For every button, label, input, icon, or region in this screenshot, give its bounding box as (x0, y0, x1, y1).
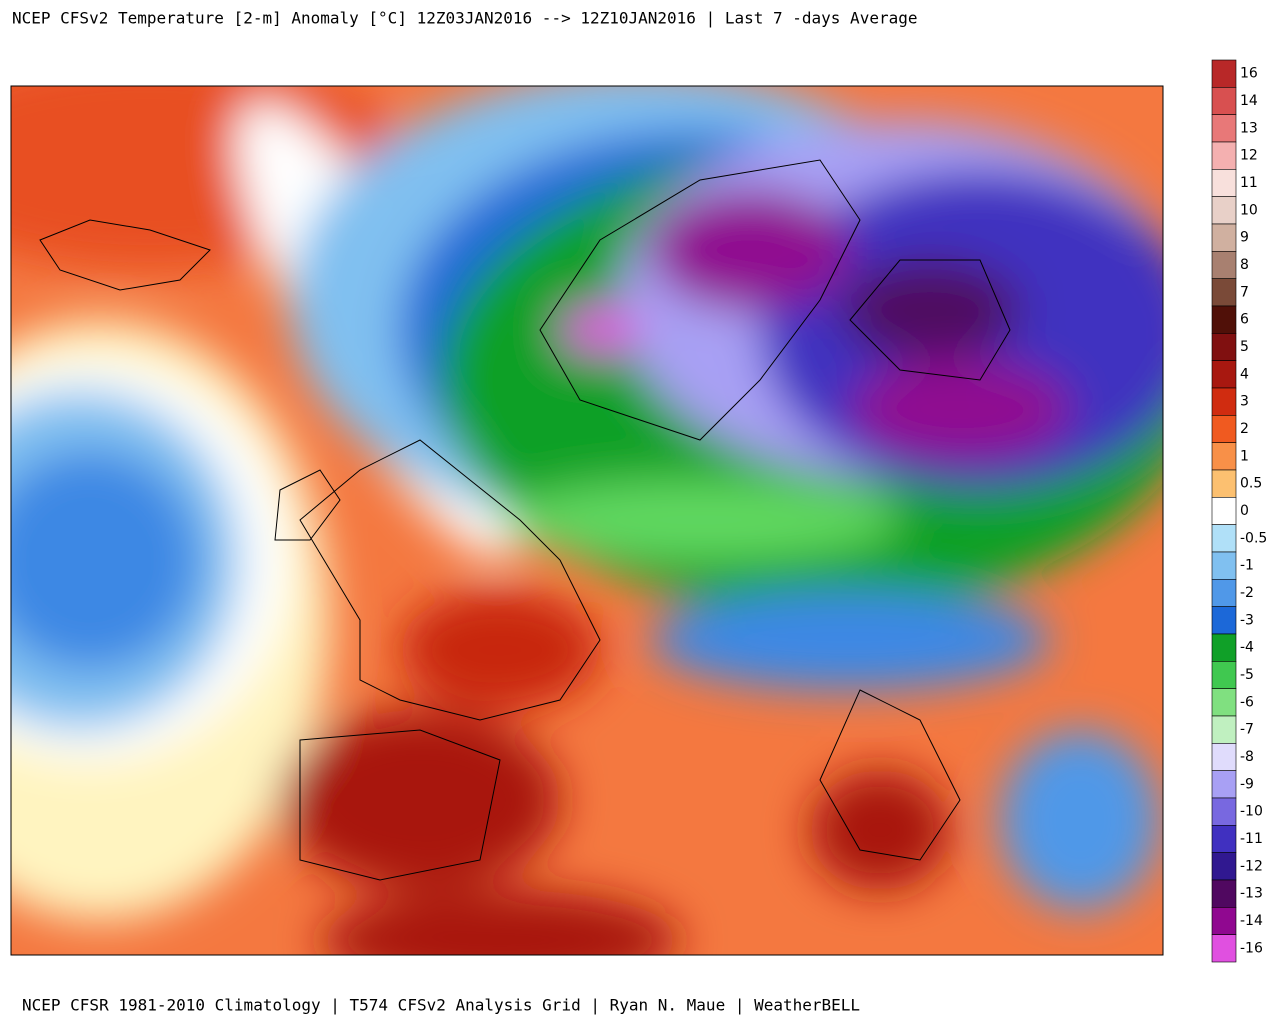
colorbar-box (1211, 497, 1237, 525)
colorbar-label: 1 (1240, 448, 1249, 464)
colorbar-box (1211, 524, 1237, 553)
colorbar-box (1211, 415, 1237, 443)
colorbar-label: 5 (1240, 339, 1249, 355)
colorbar-box (1211, 469, 1237, 498)
colorbar-box (1211, 743, 1237, 771)
colorbar-label: -5 (1240, 667, 1254, 683)
colorbar-box (1211, 305, 1237, 334)
colorbar-label: 2 (1240, 421, 1249, 437)
colorbar-box (1211, 141, 1237, 170)
colorbar-label: 6 (1240, 312, 1249, 328)
colorbar-label: -0.5 (1240, 530, 1267, 546)
colorbar-label: -6 (1240, 694, 1254, 710)
map-frame (10, 85, 1164, 956)
colorbar-label: -14 (1240, 913, 1263, 929)
colorbar-label: 13 (1240, 120, 1258, 136)
colorbar-box (1211, 852, 1237, 881)
colorbar-label: -4 (1240, 640, 1254, 656)
colorbar-box (1211, 715, 1237, 744)
colorbar-label: -8 (1240, 749, 1254, 765)
colorbar-label: 3 (1240, 394, 1249, 410)
colorbar-box (1211, 606, 1237, 635)
colorbar-label: 11 (1240, 175, 1258, 191)
colorbar-box (1211, 251, 1237, 279)
colorbar-label: 16 (1240, 66, 1258, 82)
colorbar-box (1211, 661, 1237, 689)
footer: NCEP CFSR 1981-2010 Climatology | T574 C… (22, 996, 860, 1015)
colorbar-label: -13 (1240, 886, 1263, 902)
colorbar-box (1211, 633, 1237, 662)
colorbar-box (1211, 579, 1237, 607)
colorbar-label: -1 (1240, 558, 1254, 574)
colorbar-label: -9 (1240, 776, 1254, 792)
colorbar-label: -10 (1240, 804, 1263, 820)
colorbar-label: 12 (1240, 148, 1258, 164)
colorbar-label: -11 (1240, 831, 1263, 847)
colorbar-label: 0 (1240, 503, 1249, 519)
colorbar-label: 9 (1240, 230, 1249, 246)
colorbar-label: -7 (1240, 722, 1254, 738)
colorbar-box (1211, 223, 1237, 252)
colorbar-box (1211, 196, 1237, 225)
colorbar-box (1211, 333, 1237, 361)
colorbar-box (1211, 688, 1237, 717)
colorbar-box (1211, 387, 1237, 416)
colorbar-label: 8 (1240, 257, 1249, 273)
colorbar-box (1211, 442, 1237, 471)
colorbar-box (1211, 934, 1237, 963)
colorbar-label: 14 (1240, 93, 1258, 109)
colorbar-box (1211, 114, 1237, 143)
colorbar-label: 4 (1240, 366, 1249, 382)
colorbar-label: 7 (1240, 284, 1249, 300)
colorbar-label: 10 (1240, 202, 1258, 218)
colorbar-box (1211, 825, 1237, 853)
title: NCEP CFSv2 Temperature [2-m] Anomaly [°C… (12, 9, 917, 28)
colorbar-box (1211, 169, 1237, 197)
colorbar-box (1211, 360, 1237, 389)
anomaly-map (11, 86, 1163, 955)
colorbar-label: -2 (1240, 585, 1254, 601)
colorbar-box (1211, 879, 1237, 908)
colorbar-label: -3 (1240, 612, 1254, 628)
colorbar-label: -12 (1240, 858, 1263, 874)
colorbar-box (1211, 797, 1237, 826)
colorbar-box (1211, 907, 1237, 935)
colorbar-box (1211, 551, 1237, 580)
colorbar-box (1211, 278, 1237, 307)
colorbar-label: 0.5 (1240, 476, 1262, 492)
colorbar-box (1211, 87, 1237, 115)
colorbar-box (1211, 770, 1237, 799)
colorbar-box (1211, 59, 1237, 88)
colorbar-label: -16 (1240, 940, 1263, 956)
